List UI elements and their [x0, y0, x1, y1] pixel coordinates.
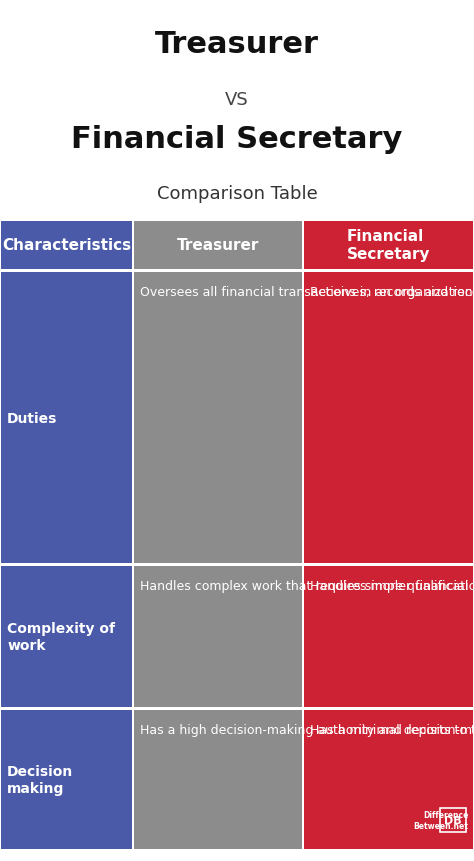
- Text: Treasurer: Treasurer: [155, 30, 319, 59]
- Bar: [1, 221, 132, 269]
- Text: Complexity of
work: Complexity of work: [7, 622, 115, 652]
- Text: Characteristics: Characteristics: [2, 238, 131, 253]
- Text: DB: DB: [444, 815, 462, 825]
- Bar: [1, 273, 132, 563]
- Text: Oversees all financial transactions in an organization including budgeting, mana: Oversees all financial transactions in a…: [140, 286, 474, 299]
- Text: Has a minimal decision-making authority and reports to the treasurer or finance : Has a minimal decision-making authority …: [310, 723, 474, 736]
- Bar: [440, 808, 466, 832]
- Text: Duties: Duties: [7, 411, 57, 425]
- Bar: [1, 567, 132, 707]
- Text: Handles complex work that requires more qualifications and work experience: Handles complex work that requires more …: [140, 579, 474, 592]
- Text: Handles simpler financial work that requires less work experience and qualificat: Handles simpler financial work that requ…: [310, 579, 474, 592]
- Text: Financial
Secretary: Financial Secretary: [347, 229, 430, 262]
- Text: Treasurer: Treasurer: [177, 238, 259, 253]
- Bar: [304, 221, 473, 269]
- Bar: [134, 710, 302, 849]
- Text: VS: VS: [225, 90, 249, 108]
- Bar: [134, 273, 302, 563]
- Bar: [304, 710, 473, 849]
- Text: Difference
Between.net: Difference Between.net: [413, 809, 468, 830]
- Bar: [134, 221, 302, 269]
- Bar: [1, 710, 132, 849]
- Text: Financial Secretary: Financial Secretary: [71, 125, 403, 154]
- Text: Receives, records and reconcile funds transactions, prepares monthly and annual : Receives, records and reconcile funds tr…: [310, 286, 474, 299]
- Bar: [304, 273, 473, 563]
- Text: Has a high decision-making authority and reports to the board of directors: Has a high decision-making authority and…: [140, 723, 474, 736]
- Bar: [134, 567, 302, 707]
- Text: Comparison Table: Comparison Table: [156, 185, 318, 203]
- Bar: [304, 567, 473, 707]
- Text: Decision
making: Decision making: [7, 765, 73, 795]
